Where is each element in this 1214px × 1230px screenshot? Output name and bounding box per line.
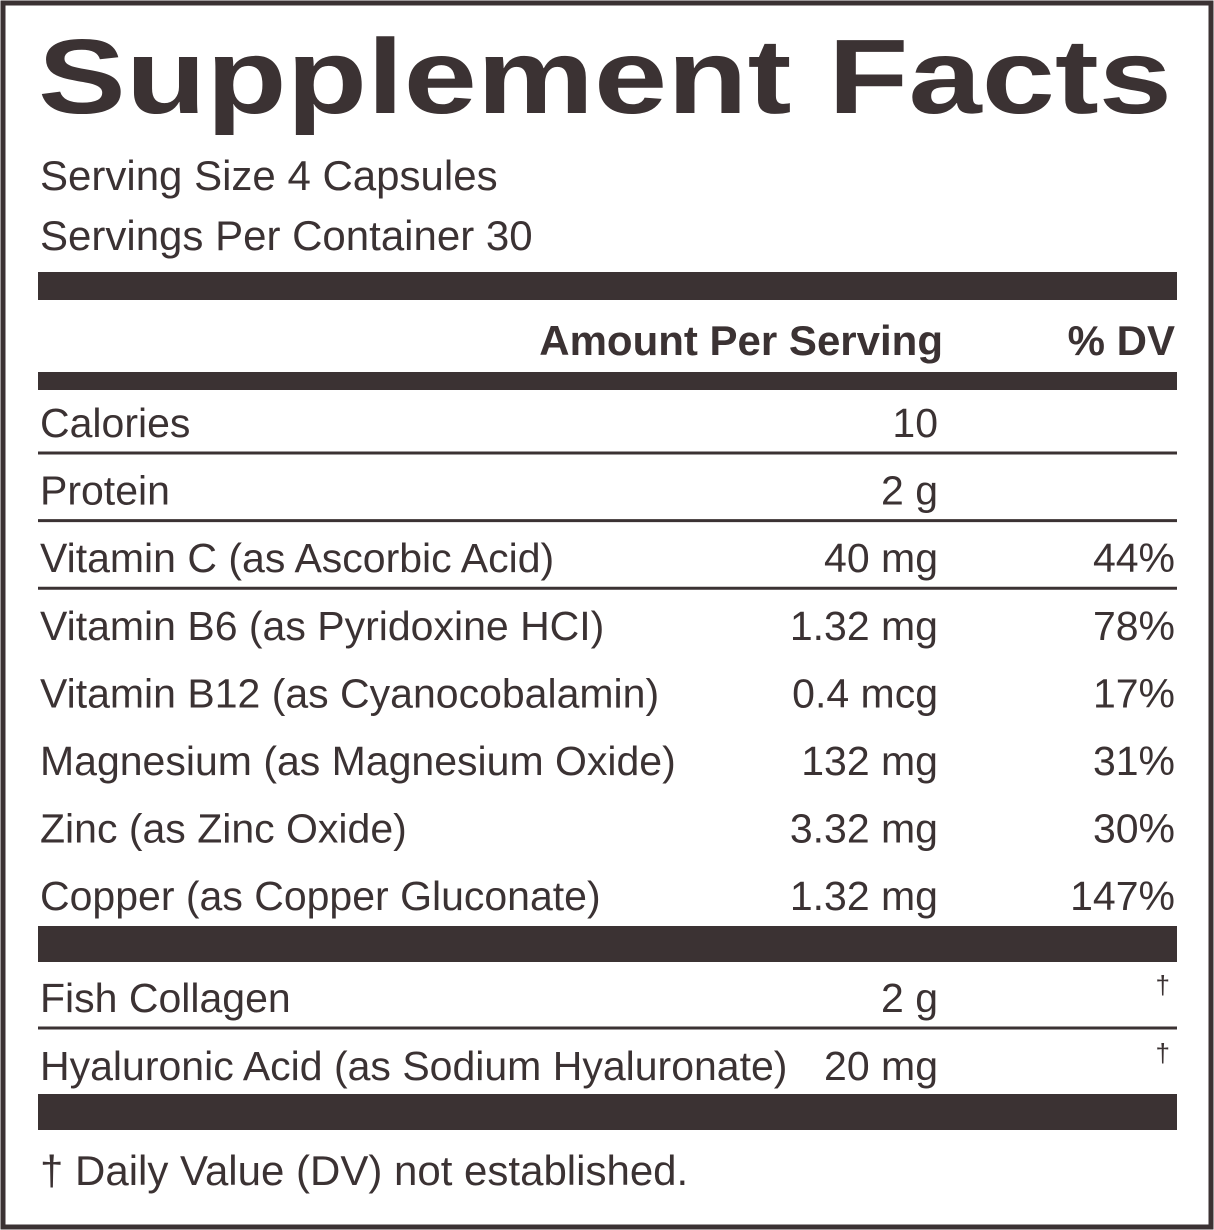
- servings-per-container: Servings Per Container 30: [40, 212, 533, 259]
- nutrient-name: Hyaluronic Acid (as Sodium Hyaluronate): [40, 1043, 787, 1089]
- divider-bar: [38, 272, 1177, 300]
- nutrient-name: Protein: [40, 468, 170, 514]
- daily-value: †: [1156, 970, 1170, 1000]
- divider-bar: [38, 1094, 1177, 1130]
- daily-value: 17%: [1093, 670, 1175, 716]
- amount-header: Amount Per Serving: [539, 317, 943, 364]
- dv-header: % DV: [1068, 317, 1175, 364]
- divider-bar: [38, 372, 1177, 390]
- amount: 1.32 mg: [790, 873, 938, 919]
- amount: 40 mg: [824, 535, 938, 581]
- nutrient-name: Calories: [40, 400, 190, 446]
- daily-value: 44%: [1093, 535, 1175, 581]
- amount: 2 g: [881, 975, 938, 1021]
- nutrient-name: Vitamin B12 (as Cyanocobalamin): [40, 670, 659, 716]
- footnote: † Daily Value (DV) not established.: [40, 1147, 688, 1194]
- daily-value: 31%: [1093, 738, 1175, 784]
- daily-value: 147%: [1070, 873, 1175, 919]
- nutrient-name: Vitamin C (as Ascorbic Acid): [40, 535, 554, 581]
- amount: 0.4 mcg: [792, 670, 938, 716]
- nutrient-name: Fish Collagen: [40, 975, 291, 1021]
- nutrient-name: Zinc (as Zinc Oxide): [40, 806, 407, 852]
- daily-value: †: [1156, 1038, 1170, 1068]
- serving-size: Serving Size 4 Capsules: [40, 152, 498, 199]
- title: Supplement Facts: [38, 18, 1172, 136]
- amount: 3.32 mg: [790, 806, 938, 852]
- nutrient-name: Copper (as Copper Gluconate): [40, 873, 601, 919]
- nutrient-name: Vitamin B6 (as Pyridoxine HCI): [40, 603, 604, 649]
- daily-value: 30%: [1093, 806, 1175, 852]
- nutrient-name: Magnesium (as Magnesium Oxide): [40, 738, 676, 784]
- amount: 1.32 mg: [790, 603, 938, 649]
- amount: 10: [892, 400, 938, 446]
- amount: 20 mg: [824, 1043, 938, 1089]
- divider-bar: [38, 926, 1177, 962]
- amount: 132 mg: [801, 738, 938, 784]
- amount: 2 g: [881, 468, 938, 514]
- daily-value: 78%: [1093, 603, 1175, 649]
